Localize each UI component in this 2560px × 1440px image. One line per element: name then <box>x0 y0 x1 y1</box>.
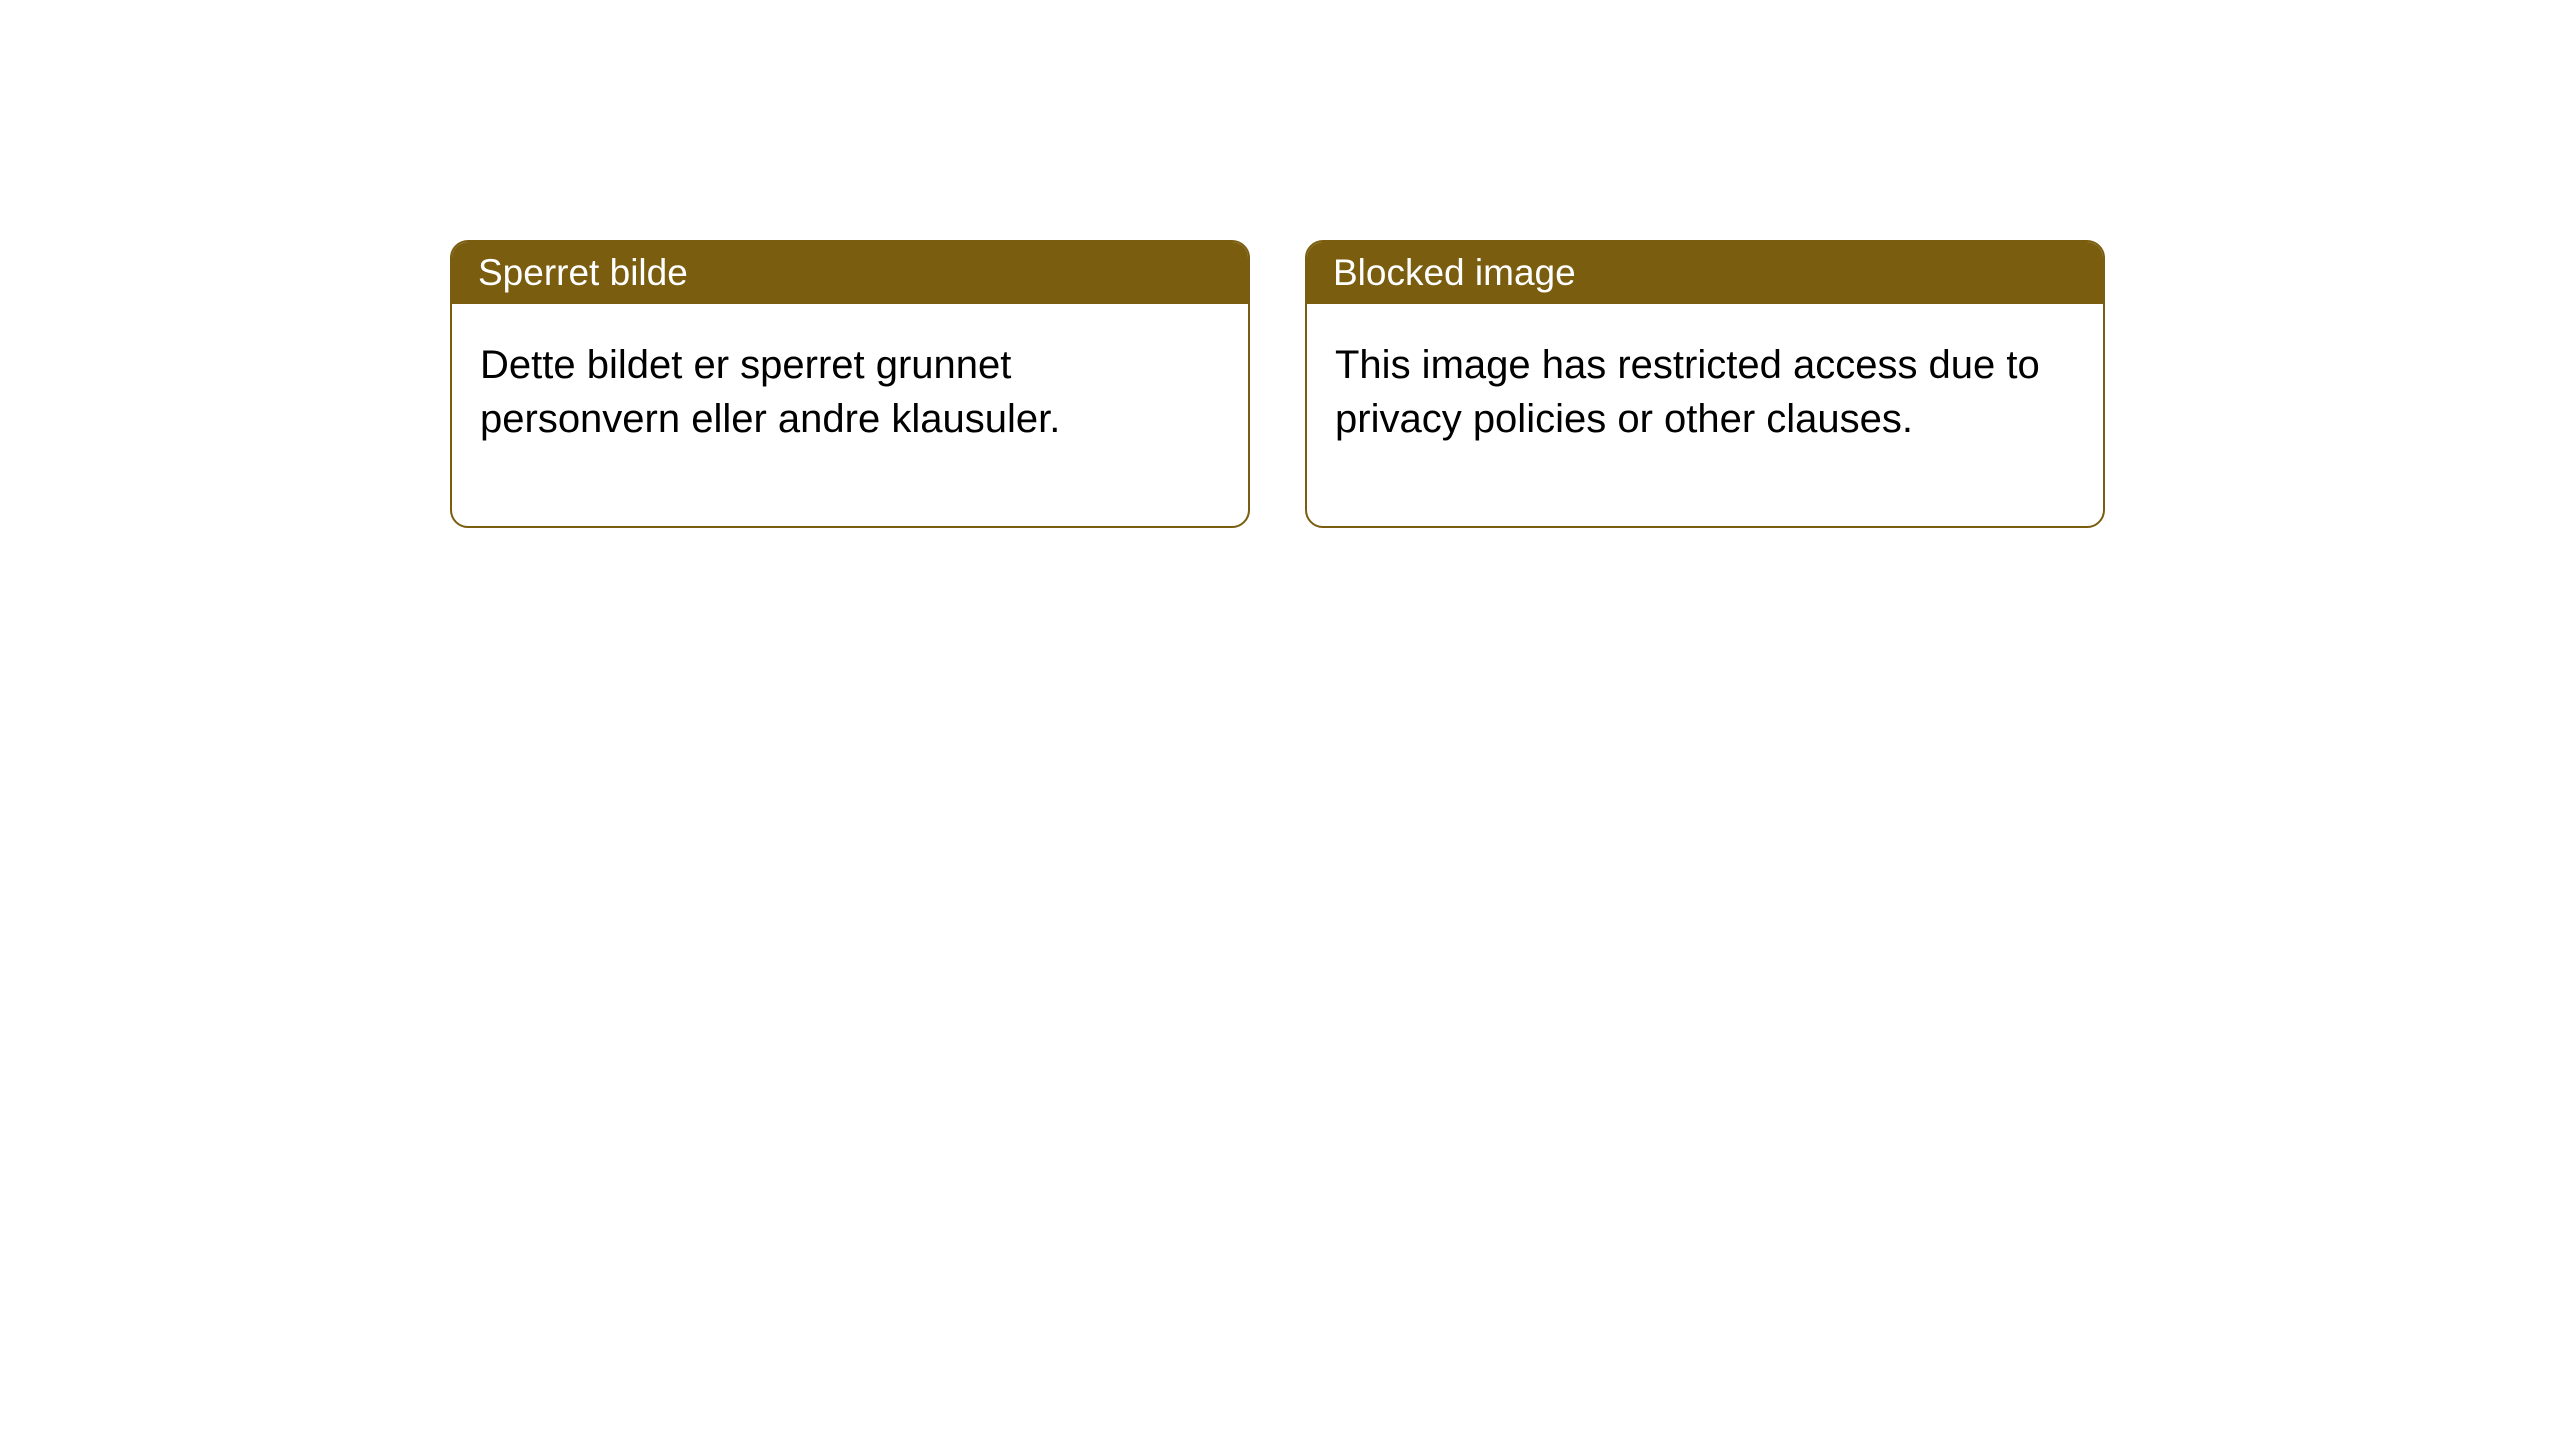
notice-card-english: Blocked image This image has restricted … <box>1305 240 2105 528</box>
notice-body-norwegian: Dette bildet er sperret grunnet personve… <box>452 304 1248 526</box>
notice-header-norwegian: Sperret bilde <box>452 242 1248 304</box>
notice-container: Sperret bilde Dette bildet er sperret gr… <box>450 240 2105 528</box>
notice-body-english: This image has restricted access due to … <box>1307 304 2103 526</box>
notice-header-english: Blocked image <box>1307 242 2103 304</box>
notice-card-norwegian: Sperret bilde Dette bildet er sperret gr… <box>450 240 1250 528</box>
